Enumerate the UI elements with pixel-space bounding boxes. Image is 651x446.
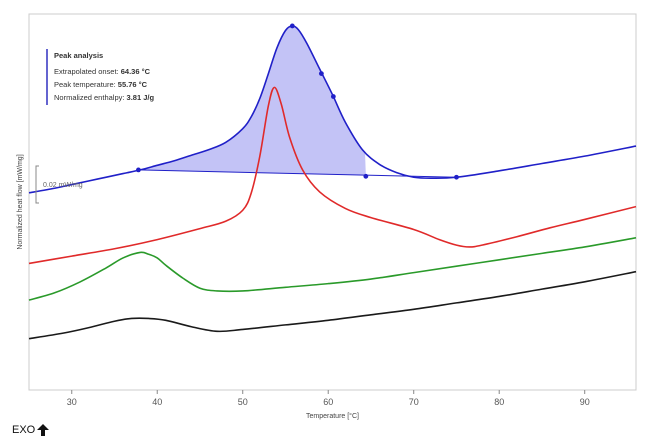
peak-marker: [136, 167, 141, 173]
peak-analysis-peak-temperature: Peak temperature: 55.76 °C: [54, 80, 148, 89]
onset-label: Extrapolated onset:: [54, 67, 119, 76]
x-tick-label: 30: [67, 397, 77, 407]
peak-marker: [318, 71, 324, 77]
peak-temperature-value: 55.76 °C: [118, 80, 148, 89]
peak-analysis-enthalpy: Normalized enthalpy: 3.81 J/g: [54, 93, 154, 102]
x-axis: 30 40 50 60 70 80 90: [67, 390, 590, 407]
series-layer: [28, 25, 637, 340]
series-line-blue: [28, 25, 637, 194]
peak-baseline: [138, 169, 457, 178]
peak-marker: [454, 174, 459, 180]
plot-frame: [28, 13, 637, 391]
exo-label: EXO: [12, 424, 36, 436]
series-line-red: [28, 86, 637, 265]
x-tick-label: 70: [409, 397, 419, 407]
x-tick-label: 50: [238, 397, 248, 407]
enthalpy-value: 3.81 J/g: [127, 93, 155, 102]
peak-marker: [363, 173, 369, 179]
scale-bar-bracket: [35, 165, 39, 204]
x-tick-label: 90: [580, 397, 590, 407]
x-tick-label: 80: [494, 397, 504, 407]
peak-marker-layer: [136, 23, 459, 180]
peak-temperature-label: Peak temperature:: [54, 80, 116, 89]
peak-marker: [289, 23, 295, 29]
x-axis-title: Temperature [°C]: [306, 412, 359, 420]
peak-analysis-box: Peak analysis Extrapolated onset: 64.36 …: [46, 49, 154, 105]
series-line-green: [28, 236, 637, 301]
x-tick-label: 60: [323, 397, 333, 407]
scale-bar: 0.02 mW/mg: [35, 165, 83, 204]
onset-value: 64.36 °C: [121, 67, 151, 76]
peak-analysis-onset: Extrapolated onset: 64.36 °C: [54, 67, 151, 76]
scale-bar-label: 0.02 mW/mg: [43, 182, 83, 189]
enthalpy-label: Normalized enthalpy:: [54, 93, 124, 102]
y-axis-title: Normalized heat flow [mW/mg]: [17, 154, 24, 249]
series-line-black: [28, 270, 637, 340]
peak-area-layer: [138, 25, 457, 178]
peak-analysis-title: Peak analysis: [54, 51, 103, 60]
arrow-up-icon: [37, 424, 50, 436]
peak-marker: [330, 94, 336, 99]
x-tick-label: 40: [152, 397, 162, 407]
peak-area: [138, 25, 366, 176]
exo-indicator: EXO: [12, 424, 50, 436]
